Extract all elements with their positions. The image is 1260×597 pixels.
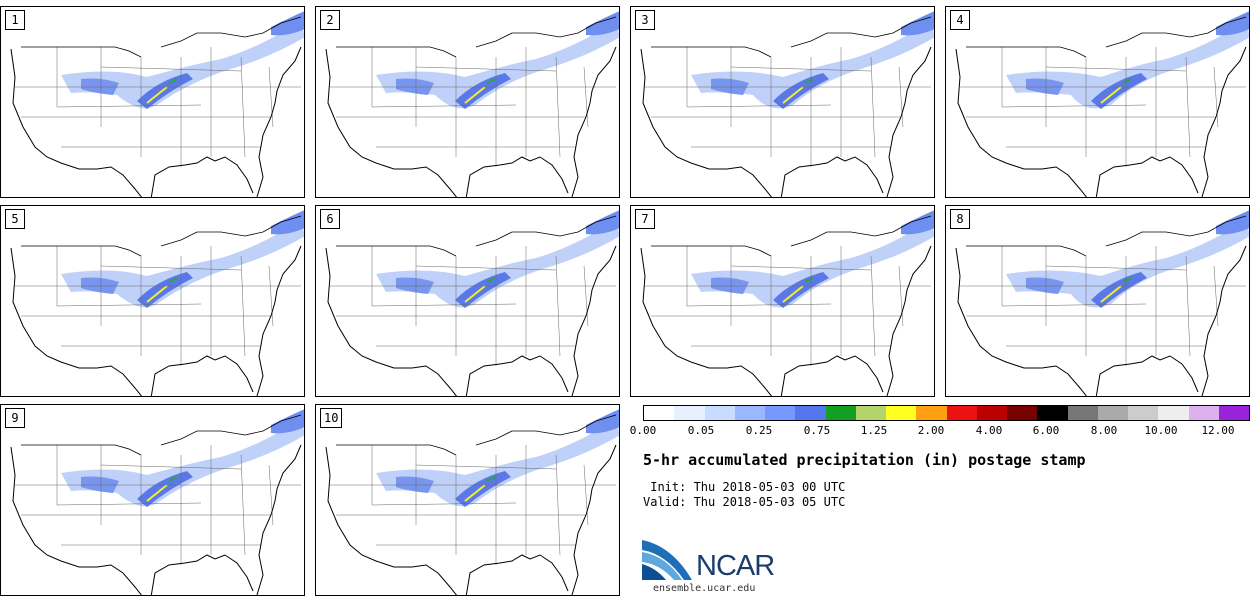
stamp-panel-5: 5 — [0, 205, 305, 397]
legend-swatch — [1188, 406, 1219, 420]
stamp-panel-3: 3 — [630, 6, 935, 198]
legend-tick: 0.00 — [629, 424, 657, 437]
legend-tick: 10.00 — [1144, 424, 1178, 437]
member-label: 6 — [320, 209, 340, 229]
legend-swatch — [1007, 406, 1038, 420]
legend-swatch — [704, 406, 735, 420]
figure-title: 5-hr accumulated precipitation (in) post… — [643, 451, 1086, 469]
legend-swatch — [946, 406, 977, 420]
legend-swatch — [734, 406, 765, 420]
legend-swatch — [886, 406, 917, 420]
member-label: 8 — [950, 209, 970, 229]
legend-tick: 1.25 — [860, 424, 888, 437]
legend-tick: 4.00 — [975, 424, 1003, 437]
member-label: 9 — [5, 408, 25, 428]
stamp-panel-4: 4 — [945, 6, 1250, 198]
legend-swatch — [1067, 406, 1098, 420]
member-label: 5 — [5, 209, 25, 229]
legend-swatch — [674, 406, 705, 420]
init-time: Init: Thu 2018-05-03 00 UTC — [643, 480, 846, 494]
ncar-logo-text: NCAR — [696, 550, 775, 582]
member-label: 2 — [320, 10, 340, 30]
legend-tick: 2.00 — [917, 424, 945, 437]
member-label: 10 — [320, 408, 343, 428]
stamp-panel-2: 2 — [315, 6, 620, 198]
member-label: 1 — [5, 10, 25, 30]
member-label: 7 — [635, 209, 655, 229]
source-url: ensemble.ucar.edu — [653, 583, 756, 594]
legend-swatch — [765, 406, 796, 420]
legend-tick: 0.05 — [687, 424, 715, 437]
precip-color-legend — [643, 405, 1250, 421]
stamp-panel-6: 6 — [315, 205, 620, 397]
legend-tick: 8.00 — [1090, 424, 1118, 437]
legend-tick: 0.75 — [803, 424, 831, 437]
member-label: 3 — [635, 10, 655, 30]
legend-swatch — [855, 406, 886, 420]
stamp-panel-9: 9 — [0, 404, 305, 596]
legend-swatch — [1037, 406, 1068, 420]
legend-swatch — [976, 406, 1007, 420]
legend-tick: 6.00 — [1032, 424, 1060, 437]
member-label: 4 — [950, 10, 970, 30]
legend-tick: 0.25 — [745, 424, 773, 437]
legend-tick: 12.00 — [1201, 424, 1235, 437]
valid-time: Valid: Thu 2018-05-03 05 UTC — [643, 495, 846, 509]
stamp-panel-10: 10 — [315, 404, 620, 596]
stamp-panel-8: 8 — [945, 205, 1250, 397]
legend-swatch — [795, 406, 826, 420]
stamp-panel-1: 1 — [0, 6, 305, 198]
ncar-swoosh-icon — [642, 540, 692, 580]
stamp-panel-7: 7 — [630, 205, 935, 397]
legend-swatch — [825, 406, 856, 420]
legend-swatch — [644, 406, 675, 420]
legend-swatch — [1158, 406, 1189, 420]
legend-swatch — [916, 406, 947, 420]
legend-swatch — [1218, 406, 1249, 420]
legend-swatch — [1128, 406, 1159, 420]
legend-swatch — [1097, 406, 1128, 420]
